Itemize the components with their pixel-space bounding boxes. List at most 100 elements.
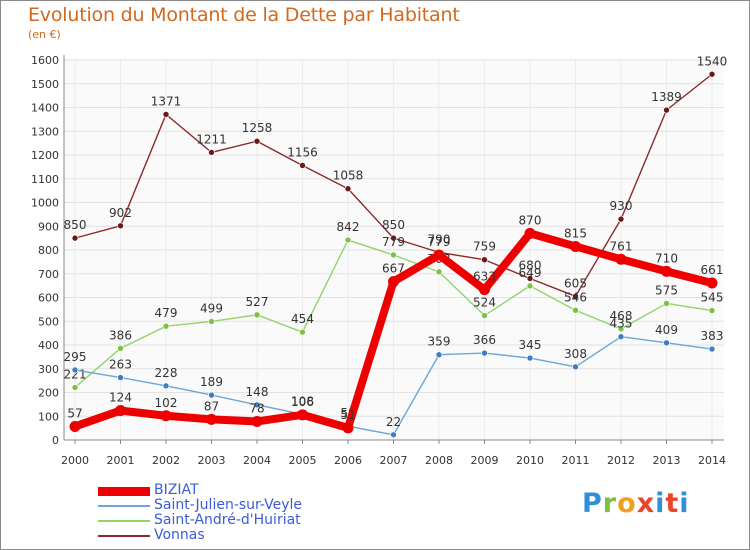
data-point	[160, 410, 172, 422]
y-tick-label: 1400	[31, 102, 59, 115]
data-point	[253, 311, 261, 319]
data-point	[570, 240, 581, 252]
data-label: 263	[109, 358, 132, 372]
data-label: 545	[701, 291, 724, 305]
y-tick-label: 1200	[31, 149, 59, 162]
logo-letter: t	[665, 488, 680, 519]
data-label: 761	[610, 239, 633, 253]
data-point	[162, 382, 170, 390]
data-label: 124	[109, 391, 132, 405]
data-point	[433, 249, 445, 261]
data-label: 479	[155, 306, 178, 320]
x-tick-label: 2014	[698, 454, 726, 467]
data-label: 1371	[151, 94, 182, 108]
x-tick-label: 2011	[562, 454, 590, 467]
y-tick-label: 700	[38, 268, 59, 281]
legend-swatch	[98, 520, 150, 522]
data-label: 468	[610, 309, 633, 323]
data-point	[663, 339, 670, 347]
data-label: 605	[564, 276, 587, 290]
data-point	[208, 391, 215, 399]
data-label: 359	[428, 335, 451, 349]
data-label: 409	[655, 323, 678, 337]
y-tick-label: 600	[38, 292, 59, 305]
y-tick-label: 500	[38, 315, 59, 328]
data-label: 850	[64, 218, 87, 232]
y-tick-label: 1600	[31, 54, 59, 67]
data-label: 435	[610, 317, 633, 331]
data-label: 78	[249, 401, 264, 415]
x-tick-label: 2013	[653, 454, 681, 467]
x-tick-label: 2005	[289, 454, 317, 467]
data-point	[706, 277, 718, 289]
data-point	[526, 354, 534, 362]
data-label: 22	[386, 415, 401, 429]
data-label: 148	[246, 385, 269, 399]
data-label: 57	[67, 406, 82, 420]
data-label: 106	[291, 395, 314, 409]
y-tick-label: 200	[38, 387, 59, 400]
data-label: 575	[655, 283, 678, 297]
data-label: 383	[701, 329, 724, 343]
data-point	[479, 284, 490, 296]
data-point	[572, 293, 579, 300]
data-point	[71, 366, 79, 374]
data-point	[344, 185, 352, 193]
data-point	[208, 149, 215, 156]
data-point	[526, 275, 534, 282]
data-point	[708, 307, 716, 314]
data-label: 870	[519, 213, 542, 227]
data-point	[299, 162, 306, 169]
data-point	[481, 256, 488, 264]
data-label: 850	[382, 218, 405, 232]
data-point	[253, 137, 261, 145]
data-point	[206, 413, 217, 425]
y-tick-label: 0	[52, 434, 59, 447]
logo-letter: i	[655, 488, 666, 519]
data-label: 1389	[651, 90, 682, 104]
x-tick-label: 2010	[516, 454, 544, 467]
legend-swatch	[98, 535, 150, 537]
data-point	[71, 384, 79, 391]
data-label: 546	[564, 290, 587, 304]
data-label: 842	[337, 220, 360, 234]
data-point	[344, 236, 352, 244]
data-point	[481, 312, 488, 319]
data-point	[71, 234, 79, 242]
y-tick-label: 900	[38, 220, 59, 233]
data-label: 345	[519, 338, 542, 352]
data-point	[162, 322, 170, 330]
legend-label: Saint-André-d'Huiriat	[154, 512, 301, 528]
data-label: 102	[155, 396, 178, 410]
x-tick-label: 2009	[471, 454, 499, 467]
data-label: 930	[610, 199, 633, 213]
data-point	[390, 251, 397, 259]
data-point	[117, 222, 124, 230]
data-label: 1540	[697, 54, 728, 68]
data-point	[390, 431, 397, 439]
chart-title: Evolution du Montant de la Dette par Hab…	[28, 4, 460, 26]
proxiti-logo: Proxiti	[582, 488, 690, 519]
logo-letter: i	[679, 488, 690, 519]
data-point	[617, 333, 625, 340]
data-point	[615, 253, 627, 265]
data-point	[69, 420, 81, 432]
y-tick-label: 800	[38, 244, 59, 257]
data-point	[208, 318, 215, 325]
logo-letter: P	[582, 488, 603, 519]
data-point	[162, 111, 170, 118]
data-point	[253, 401, 261, 409]
legend-label: Vonnas	[154, 527, 205, 543]
data-label: 1058	[333, 169, 364, 183]
data-label: 499	[200, 301, 223, 315]
data-point	[117, 345, 124, 352]
y-tick-label: 1500	[31, 78, 59, 91]
y-tick-label: 1000	[31, 197, 59, 210]
data-point	[572, 307, 579, 314]
data-point	[435, 268, 443, 276]
data-point	[388, 276, 399, 288]
legend-label: BIZIAT	[154, 482, 199, 498]
y-tick-label: 300	[38, 363, 59, 376]
data-point	[617, 215, 625, 223]
data-point	[524, 227, 536, 239]
